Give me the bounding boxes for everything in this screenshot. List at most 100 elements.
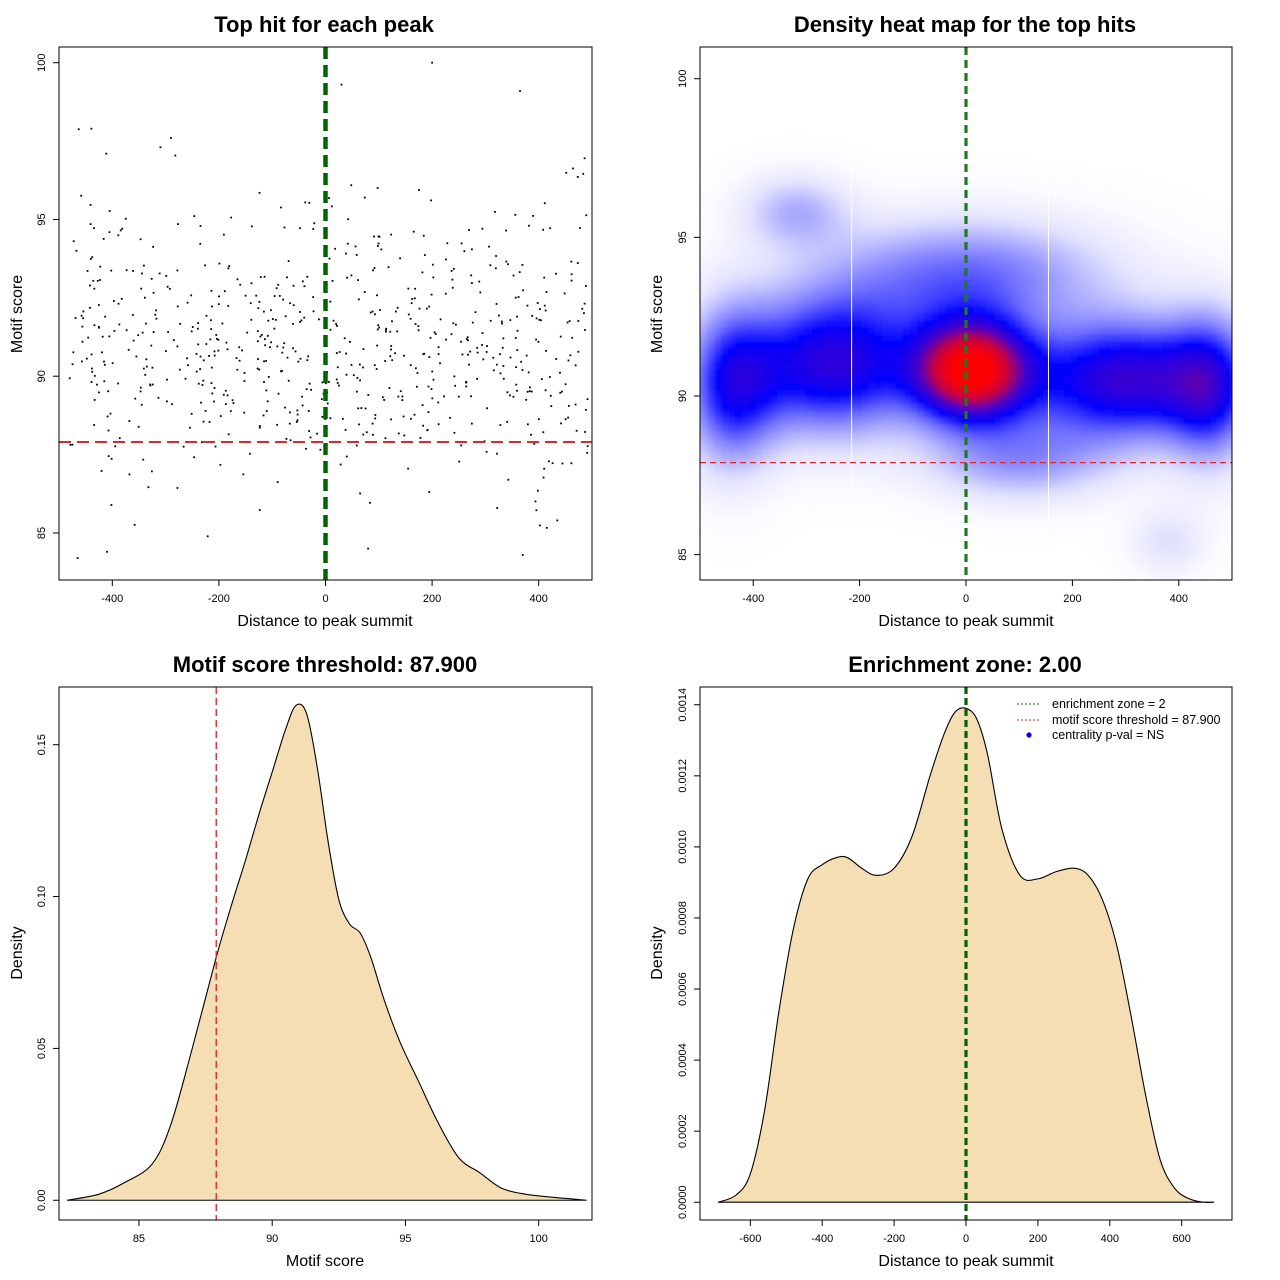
heat-cell xyxy=(1190,180,1198,188)
heat-cell xyxy=(966,271,974,279)
heat-cell xyxy=(1190,110,1198,118)
heat-cell xyxy=(1001,103,1009,111)
heat-cell xyxy=(868,285,876,293)
heat-cell xyxy=(1043,257,1051,265)
heat-cell xyxy=(798,103,806,111)
data-point xyxy=(149,383,152,386)
heat-cell xyxy=(931,47,939,55)
heat-cell xyxy=(700,47,701,48)
heat-cell xyxy=(847,320,855,328)
heat-cell xyxy=(791,320,799,328)
heat-cell xyxy=(763,61,771,69)
heat-cell xyxy=(1155,96,1163,104)
heat-cell xyxy=(1211,334,1219,342)
heat-cell xyxy=(805,285,813,293)
heat-cell xyxy=(1190,369,1198,377)
heat-cell xyxy=(896,82,904,90)
heat-cell xyxy=(875,236,883,244)
heat-cell xyxy=(812,180,820,188)
data-point xyxy=(229,410,232,413)
heat-cell xyxy=(1092,180,1100,188)
heat-cell xyxy=(1141,334,1149,342)
data-point xyxy=(313,222,316,225)
heat-cell xyxy=(847,61,855,69)
data-point xyxy=(377,324,380,327)
heat-cell xyxy=(896,229,904,237)
heat-cell xyxy=(959,131,967,139)
heat-cell xyxy=(1029,313,1037,321)
heat-cell xyxy=(1232,313,1240,321)
heat-cell xyxy=(763,222,771,230)
heat-cell xyxy=(763,124,771,132)
heat-cell xyxy=(749,166,757,174)
heat-cell xyxy=(980,194,988,202)
heat-cell xyxy=(1043,110,1051,118)
heat-cell xyxy=(917,306,925,314)
heat-cell xyxy=(700,138,701,146)
heat-cell xyxy=(1036,201,1044,209)
data-point xyxy=(428,305,431,308)
data-point xyxy=(403,434,406,437)
data-point xyxy=(488,245,490,248)
heat-cell xyxy=(1008,187,1016,195)
heat-cell xyxy=(1155,285,1163,293)
heat-cell xyxy=(1085,201,1093,209)
heat-cell xyxy=(987,264,995,272)
heat-cell xyxy=(1001,418,1009,426)
data-point xyxy=(312,310,315,313)
heat-cell xyxy=(959,117,967,125)
data-point xyxy=(110,504,113,506)
heat-cell xyxy=(1106,96,1114,104)
heat-cell xyxy=(1148,110,1156,118)
data-point xyxy=(542,228,545,231)
heat-cell xyxy=(931,173,939,181)
heat-cell xyxy=(805,404,813,412)
heat-cell xyxy=(1092,236,1100,244)
heat-cell xyxy=(777,75,785,83)
heat-cell xyxy=(1155,404,1163,412)
heat-cell xyxy=(833,159,841,167)
heat-cell xyxy=(1029,390,1037,398)
data-point xyxy=(276,345,279,348)
data-point xyxy=(430,293,433,296)
heat-cell xyxy=(917,208,925,216)
heat-cell xyxy=(854,68,862,76)
heat-cell xyxy=(819,152,827,160)
data-point xyxy=(432,276,435,279)
data-point xyxy=(451,286,454,289)
heat-cell xyxy=(994,397,1002,405)
heat-cell xyxy=(1029,222,1037,230)
heat-cell xyxy=(1148,173,1156,181)
heat-cell xyxy=(728,264,736,272)
heat-cell xyxy=(833,278,841,286)
heat-cell xyxy=(868,61,876,69)
heat-cell xyxy=(1050,222,1058,230)
heat-cell xyxy=(917,320,925,328)
data-point xyxy=(241,349,243,352)
heat-cell xyxy=(994,208,1002,216)
heat-cell xyxy=(959,215,967,223)
heat-cell xyxy=(1155,257,1163,265)
heat-cell xyxy=(1141,320,1149,328)
heat-cell xyxy=(1050,82,1058,90)
heat-cell xyxy=(728,229,736,237)
data-point xyxy=(92,279,95,282)
data-point xyxy=(103,363,106,366)
heat-cell xyxy=(1099,250,1107,258)
heat-cell xyxy=(812,110,820,118)
heat-cell xyxy=(707,299,715,307)
data-point xyxy=(133,523,136,526)
heat-cell xyxy=(1001,117,1009,125)
heat-cell xyxy=(721,369,729,377)
data-point xyxy=(507,478,510,481)
heat-cell xyxy=(1141,208,1149,216)
heat-cell xyxy=(798,229,806,237)
heat-cell xyxy=(1225,334,1232,342)
heat-cell xyxy=(1113,320,1121,328)
heat-cell xyxy=(735,103,743,111)
data-point xyxy=(360,407,363,409)
data-point xyxy=(522,289,524,292)
heat-cell xyxy=(1057,173,1065,181)
heat-cell xyxy=(1106,299,1114,307)
heat-cell xyxy=(1085,306,1093,314)
